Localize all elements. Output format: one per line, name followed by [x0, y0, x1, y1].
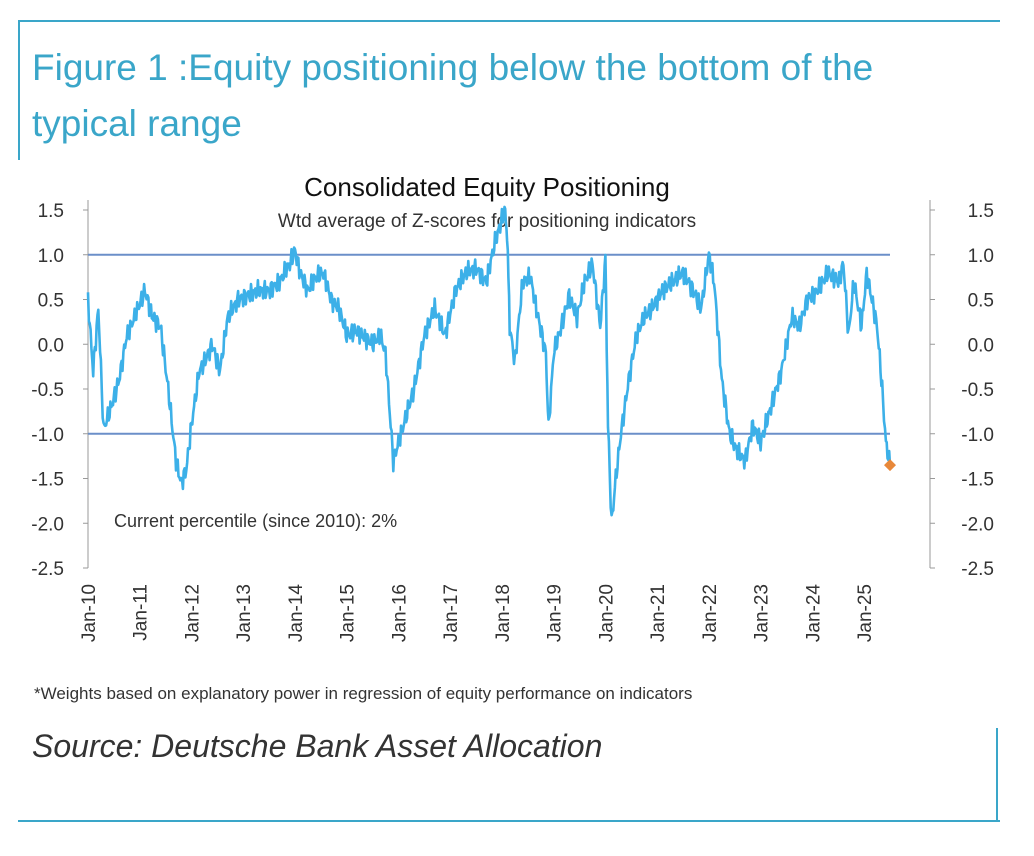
y-tick-label-left: -2.5: [31, 559, 64, 580]
chart-subtitle: Wtd average of Z-scores for positioning …: [278, 211, 696, 232]
series-line: [86, 205, 892, 517]
frame-bottom-border: [18, 820, 1000, 822]
y-tick-label-left: -1.0: [31, 425, 64, 446]
figure-title: Figure 1 :Equity positioning below the b…: [32, 47, 874, 144]
y-tick-label-left: -1.5: [31, 470, 64, 491]
axes: 1.5 1.5 1.0 1.0 0.5 0.5 0.0 0.0 -0.5 -0.5 -1.0 -1.0…: [31, 200, 994, 642]
y-tick-label-left: 0.5: [38, 291, 64, 312]
y-tick-label-right: 1.5: [968, 201, 994, 222]
x-tick-label: Jan-23: [752, 584, 773, 642]
y-tick-label-right: 0.5: [968, 291, 994, 312]
y-tick-label-left: -0.5: [31, 380, 64, 401]
current-point-marker: [884, 459, 896, 472]
frame-top-border: [18, 20, 1000, 22]
frame-right-border: [996, 728, 998, 822]
y-tick-label-right: -2.5: [961, 559, 994, 580]
footnote: *Weights based on explanatory power in r…: [34, 684, 693, 703]
source-note: Source: Deutsche Bank Asset Allocation: [32, 728, 603, 764]
y-tick-label-right: -1.5: [961, 470, 994, 491]
y-tick-label-left: 1.5: [38, 201, 64, 222]
x-tick-label: Jan-17: [441, 584, 462, 642]
x-tick-label: Jan-18: [493, 584, 514, 642]
x-tick-label: Jan-21: [648, 584, 669, 642]
chart-title: Consolidated Equity Positioning: [304, 172, 670, 202]
x-tick-label: Jan-16: [389, 584, 410, 642]
x-tick-label: Jan-11: [131, 584, 152, 641]
plot-area: [86, 205, 896, 517]
y-tick-label-right: 1.0: [968, 246, 994, 267]
x-tick-label: Jan-15: [338, 584, 359, 642]
x-tick-label: Jan-25: [855, 584, 876, 642]
x-tick-label: Jan-19: [545, 584, 566, 642]
current-percentile-annotation: Current percentile (since 2010): 2%: [114, 511, 397, 531]
y-tick-label-right: 0.0: [968, 335, 994, 356]
x-tick-label: Jan-10: [79, 584, 100, 642]
chart: Consolidated Equity Positioning Wtd aver…: [31, 172, 994, 642]
y-tick-label-right: -0.5: [961, 380, 994, 401]
x-tick-label: Jan-22: [700, 584, 721, 642]
x-tick-label: Jan-14: [286, 584, 307, 643]
reference-lines: [88, 253, 890, 435]
y-tick-label-left: 0.0: [38, 335, 64, 356]
y-tick-label-right: -1.0: [961, 425, 994, 446]
x-tick-label: Jan-24: [803, 584, 824, 643]
x-tick-label: Jan-20: [596, 584, 617, 642]
y-tick-label-right: -2.0: [961, 514, 994, 535]
frame-left-border: [18, 20, 20, 160]
x-tick-label: Jan-12: [182, 584, 203, 642]
x-tick-label: Jan-13: [234, 584, 255, 642]
y-tick-label-left: 1.0: [38, 246, 64, 267]
y-tick-label-left: -2.0: [31, 514, 64, 535]
